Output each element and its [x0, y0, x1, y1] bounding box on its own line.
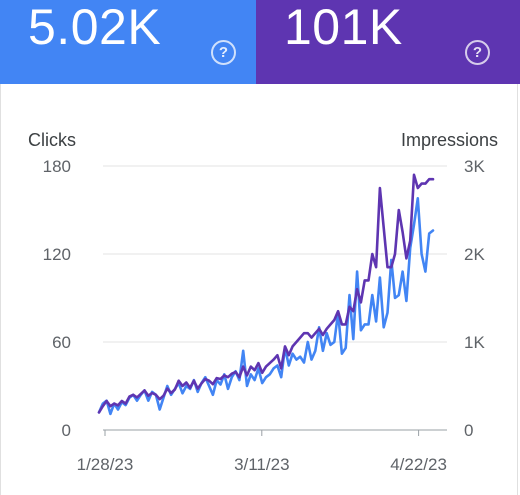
x-axis-ticks: 1/28/23 3/11/23 4/22/23 [77, 430, 447, 474]
right-tick-label: 2K [464, 245, 485, 264]
total-clicks-value: 5.02K [28, 0, 162, 55]
left-tick-label: 0 [62, 421, 71, 440]
help-circle-icon[interactable]: ? [211, 40, 236, 65]
total-impressions-value: 101K [284, 0, 403, 55]
right-axis-title: Impressions [401, 130, 498, 150]
right-tick-label: 1K [464, 333, 485, 352]
left-axis-title: Clicks [28, 130, 76, 150]
left-tick-label: 120 [43, 245, 71, 264]
metric-cards: 5.02K ? 101K ? [0, 0, 520, 84]
right-axis-ticks: 0 1K 2K 3K [464, 157, 485, 440]
left-tick-label: 180 [43, 157, 71, 176]
total-clicks-card[interactable]: 5.02K ? [0, 0, 256, 84]
impressions-series-line [97, 173, 435, 414]
help-circle-icon[interactable]: ? [465, 40, 490, 65]
x-tick-label: 4/22/23 [390, 455, 447, 474]
total-impressions-card[interactable]: 101K ? [256, 0, 520, 84]
series-lines [97, 173, 435, 416]
left-tick-label: 60 [52, 333, 71, 352]
right-tick-label: 3K [464, 157, 485, 176]
x-tick-label: 3/11/23 [234, 455, 289, 474]
x-tick-label: 1/28/23 [77, 455, 134, 474]
left-axis-ticks: 0 60 120 180 [43, 157, 71, 440]
performance-chart-panel: Clicks Impressions 0 60 120 180 0 1K 2K 3K 1/2… [0, 84, 518, 495]
right-tick-label: 0 [464, 421, 473, 440]
gridlines [103, 165, 447, 431]
performance-chart: Clicks Impressions 0 60 120 180 0 1K 2K 3K 1/2… [28, 130, 498, 474]
